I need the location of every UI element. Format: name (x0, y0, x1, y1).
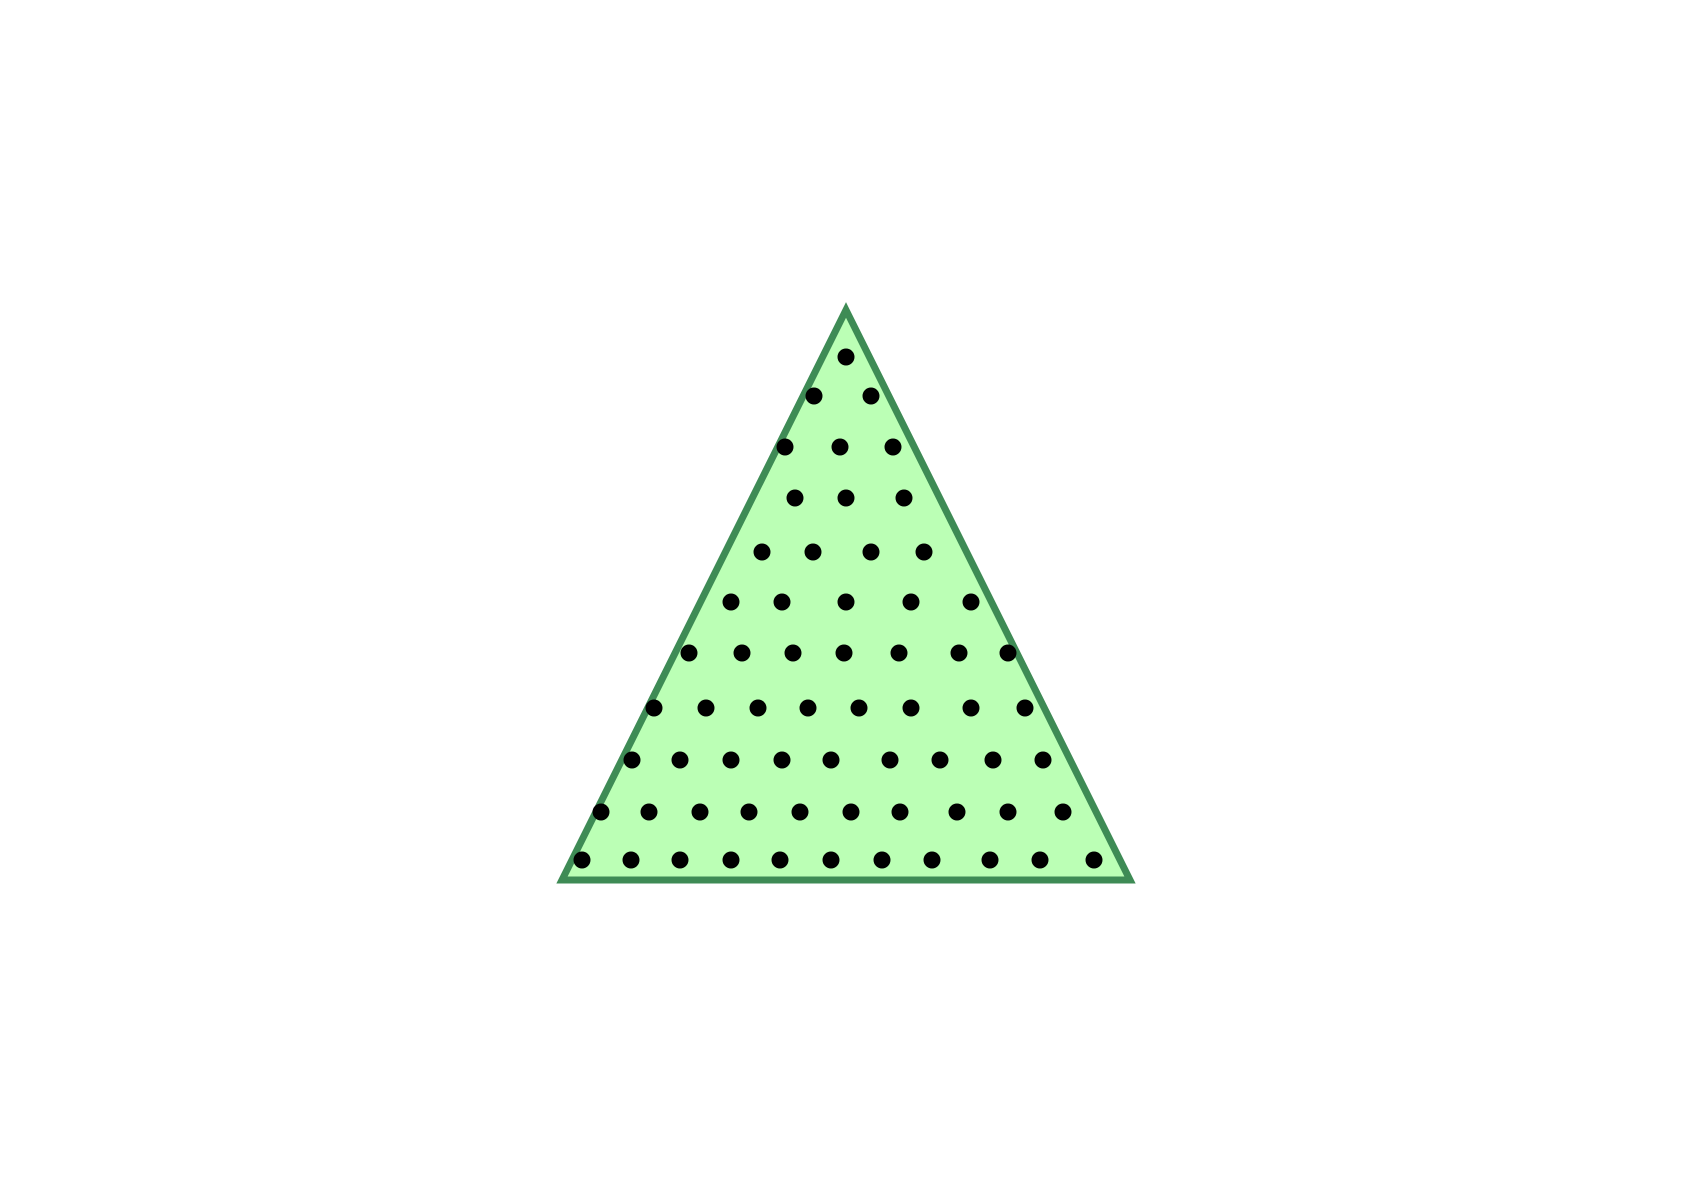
dot-r5-c4 (915, 543, 933, 561)
dot-r7-c4 (835, 644, 853, 662)
dot-r8-c7 (962, 699, 980, 717)
dot-r9-c3 (722, 751, 740, 769)
dot-r11-c9 (981, 851, 999, 869)
dot-r5-c1 (753, 543, 771, 561)
dot-r3-c3 (884, 438, 902, 456)
dot-r5-c2 (804, 543, 822, 561)
dot-r3-c2 (831, 438, 849, 456)
dot-r8-c2 (697, 699, 715, 717)
dot-r7-c2 (733, 644, 751, 662)
dot-r7-c5 (890, 644, 908, 662)
dot-r10-c7 (891, 803, 909, 821)
dot-r11-c6 (822, 851, 840, 869)
dot-r4-c1 (786, 489, 804, 507)
dot-r7-c1 (680, 644, 698, 662)
dot-r5-c3 (862, 543, 880, 561)
dot-r6-c1 (722, 593, 740, 611)
dot-r6-c5 (962, 593, 980, 611)
dot-pattern (573, 348, 1103, 869)
dot-r10-c2 (640, 803, 658, 821)
dot-r11-c10 (1031, 851, 1049, 869)
dot-r9-c2 (671, 751, 689, 769)
dot-r10-c8 (948, 803, 966, 821)
dot-r11-c4 (722, 851, 740, 869)
dot-r8-c6 (902, 699, 920, 717)
dot-r7-c7 (999, 644, 1017, 662)
dot-r3-c1 (776, 438, 794, 456)
dot-r10-c10 (1054, 803, 1072, 821)
dot-r11-c7 (873, 851, 891, 869)
dot-r11-c5 (771, 851, 789, 869)
dot-r11-c8 (923, 851, 941, 869)
dot-r6-c4 (902, 593, 920, 611)
dot-r8-c3 (749, 699, 767, 717)
dot-r10-c5 (791, 803, 809, 821)
dot-r9-c5 (822, 751, 840, 769)
dot-r10-c3 (691, 803, 709, 821)
dot-r8-c5 (850, 699, 868, 717)
dot-r1-c1 (837, 348, 855, 366)
dot-r4-c3 (895, 489, 913, 507)
dot-r10-c6 (842, 803, 860, 821)
dot-r7-c6 (950, 644, 968, 662)
dot-r9-c8 (984, 751, 1002, 769)
dot-r6-c2 (773, 593, 791, 611)
dot-r11-c2 (622, 851, 640, 869)
dot-r8-c8 (1016, 699, 1034, 717)
dot-r10-c4 (740, 803, 758, 821)
dot-r11-c11 (1085, 851, 1103, 869)
dot-r8-c1 (645, 699, 663, 717)
dot-r9-c6 (881, 751, 899, 769)
dot-r10-c9 (999, 803, 1017, 821)
dot-r2-c1 (805, 387, 823, 405)
dot-r4-c2 (837, 489, 855, 507)
dot-r7-c3 (784, 644, 802, 662)
dot-r11-c3 (671, 851, 689, 869)
dot-r9-c4 (773, 751, 791, 769)
dot-r6-c3 (837, 593, 855, 611)
dot-r2-c2 (862, 387, 880, 405)
dot-r9-c7 (931, 751, 949, 769)
dot-r10-c1 (592, 803, 610, 821)
dot-r9-c1 (623, 751, 641, 769)
dot-r11-c1 (573, 851, 591, 869)
dot-r8-c4 (799, 699, 817, 717)
dot-r9-c9 (1034, 751, 1052, 769)
